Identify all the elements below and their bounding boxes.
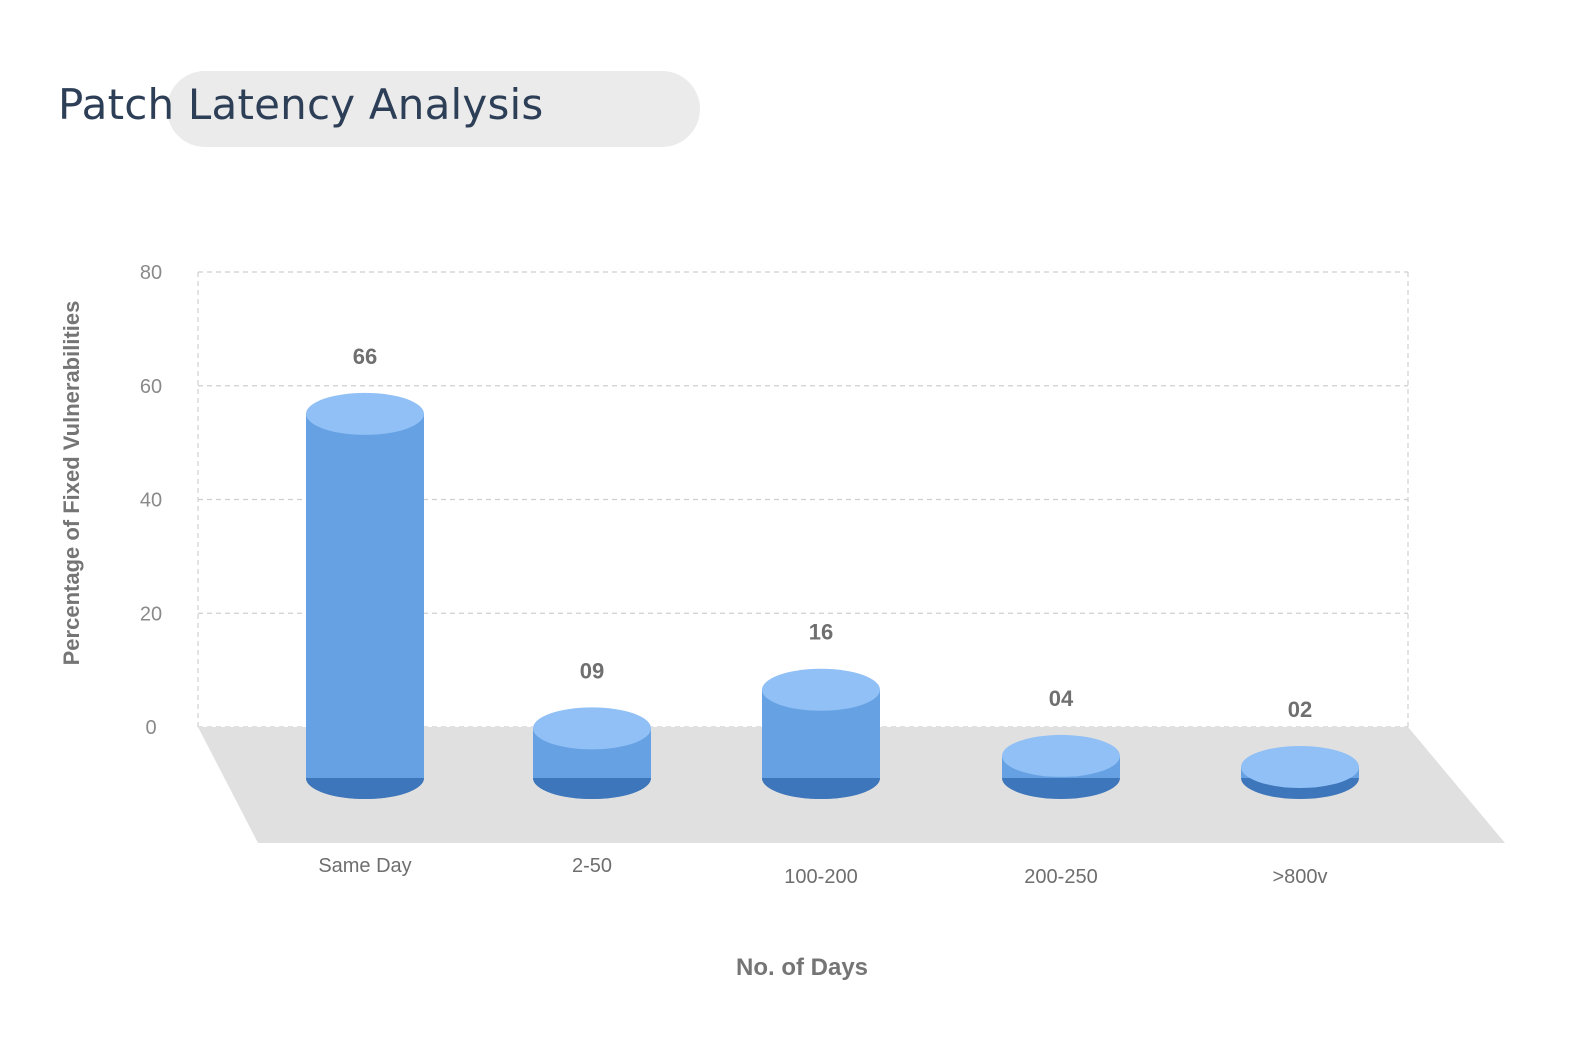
bar-bottom-rim [306, 778, 424, 799]
x-axis-categories: Same Day 2-50 100-200 200-250 >800v [318, 855, 1327, 888]
bar-bottom-rim [762, 778, 880, 799]
title-highlight-pill [167, 71, 700, 147]
bar-bottom-rim [533, 778, 651, 799]
bars-layer [306, 392, 1359, 799]
x-axis-label: No. of Days [736, 954, 868, 981]
bar [1002, 734, 1120, 799]
x-tick-label: 2-50 [572, 855, 612, 877]
y-tick-label: 80 [140, 262, 162, 284]
chart-title: Patch Latency Analysis [58, 80, 544, 129]
bar-top [1002, 734, 1120, 777]
bar-top [762, 668, 880, 711]
data-label: 02 [1288, 697, 1312, 722]
y-tick-label: 20 [140, 603, 162, 625]
bar [306, 392, 424, 799]
bar-body [306, 413, 424, 778]
bar [762, 668, 880, 799]
bar [1241, 745, 1359, 799]
y-axis-ticks: 0 20 40 60 80 [140, 262, 162, 739]
x-tick-label: >800v [1272, 866, 1327, 888]
data-label: 04 [1049, 686, 1074, 711]
data-labels-layer: 66 09 16 04 02 [353, 344, 1312, 722]
data-label: 16 [809, 620, 833, 645]
x-tick-label: 100-200 [784, 866, 857, 888]
y-tick-label: 40 [140, 490, 162, 512]
bar-top [533, 707, 651, 750]
data-label: 66 [353, 344, 377, 369]
data-label: 09 [580, 658, 604, 683]
y-tick-label: 0 [145, 717, 156, 739]
y-tick-label: 60 [140, 376, 162, 398]
x-tick-label: 200-250 [1024, 866, 1097, 888]
x-tick-label: Same Day [318, 855, 411, 877]
bar-top [306, 392, 424, 435]
bar-top [1241, 745, 1359, 788]
bar [533, 707, 651, 799]
y-axis-label: Percentage of Fixed Vulnerabilities [59, 301, 84, 666]
